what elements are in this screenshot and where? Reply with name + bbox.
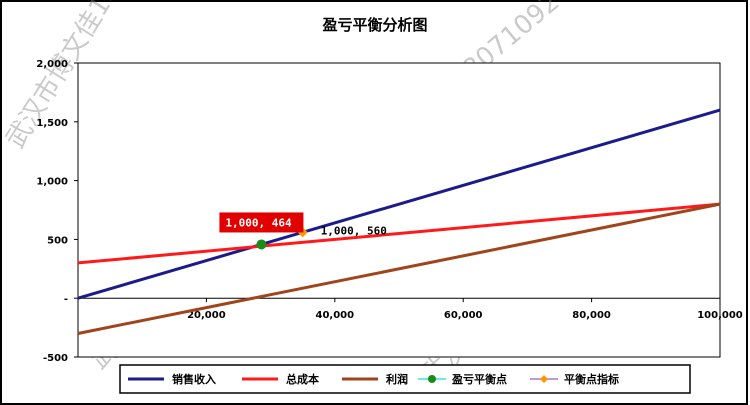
- x-tick-label: 60,000: [444, 310, 483, 321]
- chart-title: 盈亏平衡分析图: [321, 16, 427, 34]
- y-tick-label: 500: [47, 235, 68, 246]
- annotation-box: [219, 212, 304, 233]
- y-tick-label: -: [64, 294, 68, 305]
- legend-box: [119, 364, 691, 394]
- plot-area: [77, 62, 721, 358]
- legend-marker: [540, 375, 548, 383]
- series-line-0: [77, 108, 721, 300]
- annotation-label: 1,000, 560: [321, 224, 387, 237]
- x-tick-label: 40,000: [316, 310, 355, 321]
- legend-label: 利润: [386, 372, 408, 386]
- legend: 销售收入 总成本 利润 盈亏平衡点 平衡点指标: [119, 364, 691, 394]
- x-tick-label: 20,000: [187, 310, 226, 321]
- breakeven-point: [256, 239, 267, 250]
- legend-label: 平衡点指标: [564, 372, 619, 386]
- series-layer: [77, 108, 721, 335]
- y-tick-label: 2,000: [36, 59, 68, 70]
- legend-label: 盈亏平衡点: [451, 372, 507, 386]
- y-tick-label: 1,000: [36, 177, 68, 188]
- annotation-layer: 1,000, 464 1,000, 560: [219, 212, 387, 237]
- legend-label: 销售收入: [172, 372, 216, 386]
- legend-marker: [428, 375, 436, 383]
- y-tick-label: -500: [43, 353, 68, 364]
- x-tick-label: 100,000: [697, 310, 743, 321]
- legend-label: 总成本: [286, 372, 319, 386]
- axes: 20,000 40,000 60,000 80,000 100,000 2,000 1,50…: [36, 59, 742, 364]
- annotation-label: 1,000, 464: [225, 216, 292, 229]
- y-tick-label: 1,500: [36, 118, 68, 129]
- series-line-1: [77, 202, 721, 265]
- series-line-2: [77, 202, 721, 335]
- x-tick-label: 80,000: [572, 310, 611, 321]
